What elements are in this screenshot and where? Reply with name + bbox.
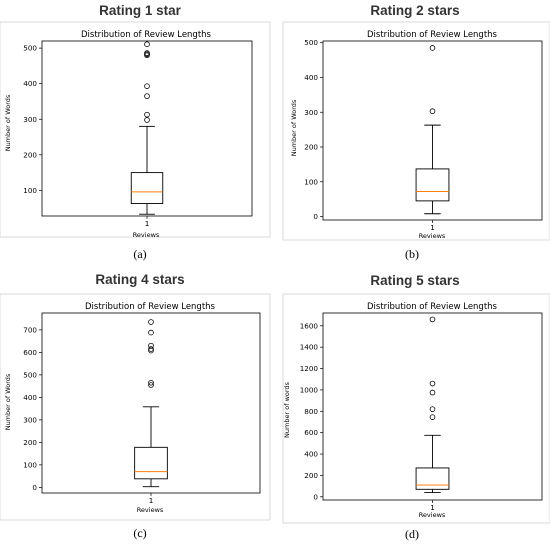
outlier-point (144, 117, 150, 123)
y-tick-label: 800 (304, 407, 318, 416)
outlier-point (148, 342, 154, 349)
outlier-point (429, 45, 436, 51)
chart-title: Distribution of Review Lengths (367, 30, 498, 40)
y-tick-label: 1400 (300, 343, 319, 352)
y-tick-label: 500 (23, 44, 37, 53)
y-tick-label: 300 (304, 108, 318, 117)
outlier-point (148, 319, 154, 325)
y-tick-label: 0 (32, 483, 37, 492)
y-tick-label: 400 (304, 73, 318, 82)
outlier-point (144, 41, 150, 48)
iqr-box (415, 467, 450, 490)
x-tick-label: 1 (430, 503, 435, 512)
outlier-point (429, 389, 436, 396)
y-tick-label: 1000 (300, 385, 319, 394)
y-tick-label: 100 (304, 177, 318, 186)
y-axis-label: Number of Words (4, 373, 12, 430)
y-tick-label: 400 (23, 393, 37, 402)
y-tick-label: 500 (304, 38, 318, 47)
y-tick-label: 1600 (300, 321, 319, 330)
y-tick-label: 300 (23, 115, 37, 124)
panel-caption: (d) (405, 527, 419, 541)
chart-title: Distribution of Review Lengths (367, 302, 498, 312)
iqr-box (134, 446, 168, 480)
y-tick-label: 400 (23, 79, 37, 88)
outlier-point (429, 316, 436, 323)
x-axis-label: Reviews (137, 506, 164, 514)
panel-heading: Rating 1 star (99, 3, 182, 18)
panel-heading: Rating 5 stars (370, 273, 459, 288)
y-tick-label: 0 (313, 212, 318, 221)
panel-c: Rating 4 stars Distribution of Review Le… (0, 272, 271, 540)
outlier-point (429, 414, 436, 420)
y-tick-label: 300 (23, 415, 37, 424)
outlier-point (148, 382, 154, 388)
plot-area: 0 100 200 300 400 500 600 700 1 (23, 312, 261, 505)
outlier-point (148, 346, 154, 352)
chart-title: Distribution of Review Lengths (85, 302, 216, 312)
x-tick-label: 1 (145, 219, 150, 228)
outlier-point (144, 50, 150, 56)
chart-title: Distribution of Review Lengths (81, 30, 212, 40)
panel-heading: Rating 2 stars (370, 3, 459, 18)
panel-frame (282, 21, 550, 241)
y-tick-label: 100 (23, 460, 37, 469)
panel-caption: (c) (133, 526, 146, 540)
y-tick-label: 200 (23, 150, 37, 159)
panel-frame (0, 293, 271, 521)
y-tick-label: 0 (313, 492, 318, 501)
y-axis-label: Number of words (283, 381, 291, 437)
y-tick-label: 600 (304, 428, 318, 437)
outlier-point (429, 108, 436, 115)
panel-caption: (b) (405, 247, 419, 261)
plot-area: 100 200 300 400 500 1 (23, 40, 253, 228)
outlier-point (144, 111, 150, 118)
y-tick-label: 600 (23, 348, 37, 357)
y-axis-label: Number of Words (4, 94, 12, 151)
panel-b: Rating 2 stars Distribution of Review Le… (282, 3, 550, 261)
outlier-point (148, 329, 154, 336)
outlier-point (144, 93, 150, 99)
panel-caption: (a) (133, 247, 146, 261)
panel-heading: Rating 4 stars (95, 272, 184, 287)
y-tick-label: 500 (23, 370, 37, 379)
y-tick-label: 400 (304, 450, 318, 459)
plot-area: 0 200 400 600 800 1000 1200 1400 1600 1 (300, 312, 543, 512)
panel-a: Rating 1 star Distribution of Review Len… (0, 3, 271, 261)
x-axis-label: Reviews (419, 232, 446, 240)
y-tick-label: 200 (23, 438, 37, 447)
iqr-box (130, 172, 164, 205)
outlier-point (429, 406, 436, 412)
y-tick-label: 200 (304, 143, 318, 152)
x-axis-label: Reviews (133, 231, 160, 239)
y-tick-label: 1200 (300, 364, 319, 373)
outlier-point (144, 83, 150, 89)
x-tick-label: 1 (149, 496, 154, 505)
panel-frame (0, 21, 271, 238)
y-tick-label: 700 (23, 325, 37, 334)
outlier-point (148, 379, 154, 386)
plot-area: 0 100 200 300 400 500 1 (304, 38, 543, 232)
x-tick-label: 1 (430, 223, 435, 232)
iqr-box (415, 168, 450, 202)
panel-d: Rating 5 stars Distribution of Review Le… (282, 273, 550, 541)
y-tick-label: 200 (304, 471, 318, 480)
outlier-point (429, 380, 436, 387)
y-axis-label: Number of Words (290, 99, 298, 156)
y-tick-label: 100 (23, 186, 37, 195)
x-axis-label: Reviews (419, 511, 446, 519)
